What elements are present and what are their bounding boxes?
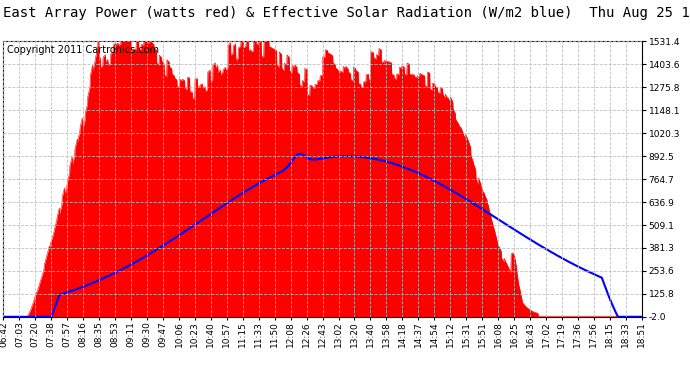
Text: East Array Power (watts red) & Effective Solar Radiation (W/m2 blue)  Thu Aug 25: East Array Power (watts red) & Effective… [3,6,690,20]
Text: Copyright 2011 Cartronics.com: Copyright 2011 Cartronics.com [7,45,159,56]
